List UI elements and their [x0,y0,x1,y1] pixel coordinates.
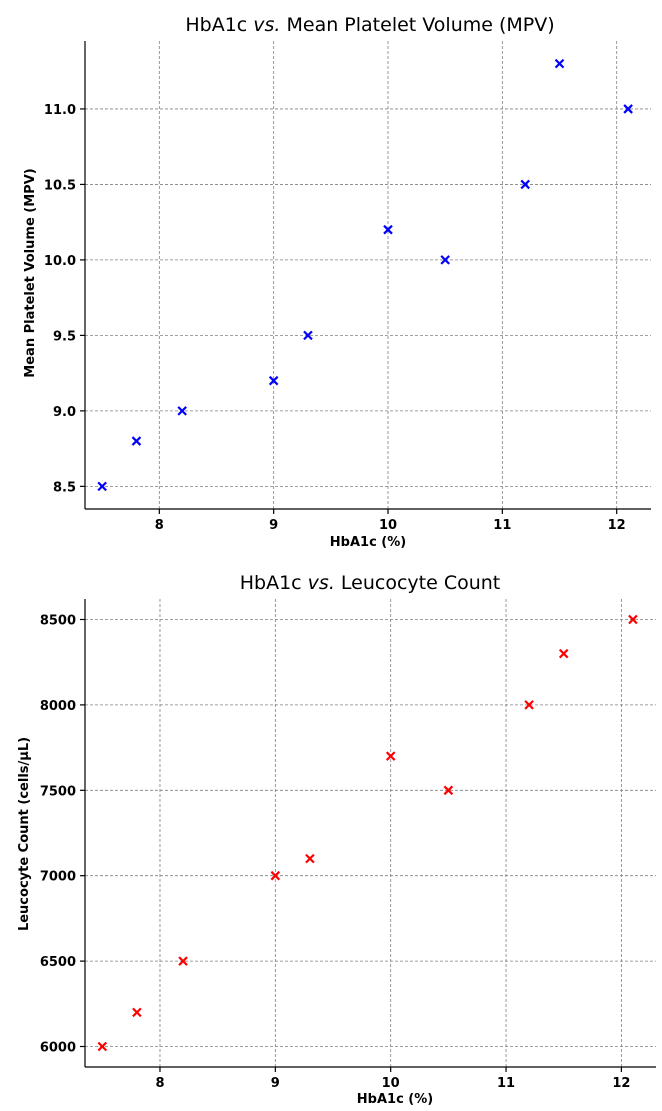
data-point [303,330,313,341]
x-tick-label: 9 [271,1076,280,1091]
leucocyte-chart: HbA1c vs. Leucocyte Count 8 9 10 11 12 60006… [17,572,656,1107]
data-point [270,870,281,881]
chart-title: HbA1c vs. Mean Platelet Volume (MPV) [185,14,554,36]
x-ticks: 8 9 10 11 12 [155,509,626,533]
x-tick-label: 8 [155,1076,164,1091]
x-tick-label: 12 [608,518,626,533]
grid [85,41,651,509]
mpv-chart: HbA1c vs. Mean Platelet Volume (MPV) 8 9 1… [23,14,651,550]
x-tick-label: 11 [493,518,511,533]
data-point [305,853,315,864]
y-tick-label: 8.5 [53,480,76,495]
x-axis-label: HbA1c (%) [330,535,406,550]
y-tick-label: 8500 [40,613,76,628]
data-point [443,785,454,796]
x-tick-label: 8 [155,518,164,533]
y-ticks: 6000 6500 7000 7500 8000 8500 [40,613,85,1056]
y-tick-label: 9.5 [53,329,76,344]
y-tick-label: 7500 [40,784,76,799]
x-axis-label: HbA1c (%) [357,1092,433,1107]
data-point [97,1041,108,1052]
y-tick-label: 11.0 [44,103,76,118]
data-point [177,406,187,416]
data-point [383,224,393,235]
grid [85,599,656,1067]
data-point [440,255,450,265]
data-point [132,1007,142,1018]
y-tick-label: 8000 [40,699,76,714]
x-tick-label: 10 [379,518,397,533]
data-point [178,956,188,966]
y-tick-label: 10.5 [44,178,76,193]
y-tick-label: 6500 [40,955,76,970]
data-point [524,700,534,710]
data-point [131,436,142,446]
x-ticks: 8 9 10 11 12 [155,1067,630,1091]
data-point [558,648,569,659]
data-point [97,481,107,492]
y-tick-label: 7000 [40,870,76,885]
axes-frame [84,41,651,510]
axes-frame [84,599,656,1068]
chart-title: HbA1c vs. Leucocyte Count [240,572,501,594]
y-tick-label: 6000 [40,1041,76,1056]
x-tick-label: 12 [612,1076,630,1091]
x-tick-label: 11 [497,1076,515,1091]
data-point [385,751,396,761]
data-points [97,58,633,492]
data-point [623,104,633,114]
x-tick-label: 9 [269,518,278,533]
y-axis-label: Mean Platelet Volume (MPV) [23,168,38,377]
data-point [268,375,279,386]
data-point [628,614,638,625]
y-tick-label: 9.0 [53,405,76,420]
data-point [554,58,565,69]
x-tick-label: 10 [382,1076,400,1091]
y-tick-label: 10.0 [44,254,76,269]
y-axis-label: Leucocyte Count (cells/µL) [17,737,32,931]
data-points [97,614,638,1052]
y-ticks: 8.5 9.0 9.5 10.0 10.5 11.0 [44,103,85,495]
data-point [520,179,531,190]
